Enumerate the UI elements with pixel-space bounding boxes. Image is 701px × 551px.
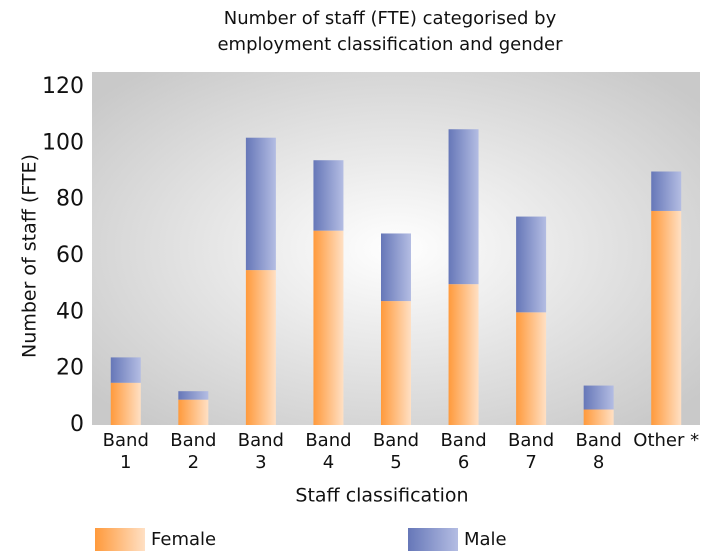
- y-axis-label: Number of staff (FTE): [19, 154, 41, 358]
- bar-segment: [110, 357, 141, 383]
- y-tick-label: 100: [42, 130, 84, 155]
- bar-segment: [516, 216, 547, 313]
- bar-segment: [313, 160, 344, 231]
- legend-label: Female: [151, 529, 216, 550]
- y-tick-label: 120: [42, 74, 84, 99]
- y-tick-label: 20: [56, 356, 84, 381]
- x-tick-label: Band 2: [170, 430, 217, 473]
- y-tick-label: 60: [56, 243, 84, 268]
- bar-segment: [381, 233, 411, 302]
- x-tick-label: Band 3: [237, 430, 284, 473]
- legend-label: Male: [464, 529, 507, 550]
- y-tick-label: 40: [56, 299, 84, 324]
- bar-segment: [245, 137, 276, 271]
- y-tick-label: 80: [56, 187, 84, 212]
- legend-swatch: [408, 528, 458, 551]
- bar-segment: [651, 171, 682, 211]
- y-tick-label: 0: [70, 412, 84, 437]
- x-tick-label: Other *: [633, 430, 700, 451]
- x-tick-label: Band 5: [372, 430, 420, 473]
- bar-segment: [448, 129, 479, 285]
- bar-segment: [583, 409, 614, 425]
- x-tick-label: Band 6: [440, 430, 487, 473]
- x-tick-label: Band 7: [508, 430, 555, 473]
- bar-segment: [245, 270, 276, 425]
- x-tick-label: Band 4: [305, 430, 352, 473]
- bar-segment: [178, 391, 209, 400]
- x-tick-label: Band 1: [102, 430, 149, 473]
- bar-segment: [651, 210, 682, 425]
- bar-segment: [178, 399, 209, 425]
- bar-segment: [381, 301, 411, 425]
- bar-segment: [313, 230, 344, 425]
- x-axis-label: Staff classification: [295, 485, 468, 507]
- x-tick-label: Band 8: [575, 430, 622, 473]
- chart-title: Number of staff (FTE) categorised by emp…: [217, 8, 563, 55]
- bar-segment: [516, 312, 547, 425]
- bar-segment: [448, 284, 479, 425]
- legend-swatch: [95, 528, 145, 551]
- bar-segment: [110, 382, 141, 425]
- bar-segment: [583, 385, 614, 410]
